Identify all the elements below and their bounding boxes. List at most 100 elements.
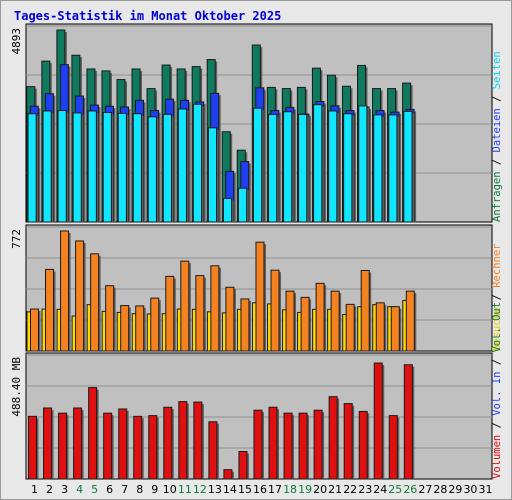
bar-sites-14 xyxy=(225,286,235,352)
bar-pages-13 xyxy=(207,127,218,223)
bar-sites-19 xyxy=(300,296,310,352)
bar-sites-26 xyxy=(405,290,415,352)
x-axis-labels: 1 2 3 4 5 6 7 8 9 10 11 12 13 14 15 16 17 18 19 20 21 22 23 24 2… xyxy=(31,483,492,496)
x-tick-label: 18 xyxy=(283,483,297,496)
x-tick-label: 30 xyxy=(463,483,477,496)
legend-separator: / xyxy=(491,152,503,171)
chart-title: Tages-Statistik im Monat Oktober 2025 xyxy=(14,9,281,23)
bar-kbytes-12 xyxy=(193,401,203,480)
bar-pages-25 xyxy=(388,114,398,223)
bar-sites-11 xyxy=(180,260,190,352)
legend-separator: / xyxy=(491,89,503,108)
bar-sites-7 xyxy=(120,305,130,352)
x-tick-label: 15 xyxy=(238,483,252,496)
x-tick-label: 31 xyxy=(478,483,492,496)
bar-kbytes-5 xyxy=(88,387,98,480)
panel-middle: 772 Besuche / Rechner xyxy=(10,224,503,352)
x-tick-label: 19 xyxy=(298,483,312,496)
bar-sites-4 xyxy=(75,240,85,352)
legend-separator: / xyxy=(491,288,503,307)
legend-item-dateien: Dateien xyxy=(491,108,503,152)
bar-pages-14 xyxy=(222,197,233,223)
bar-sites-15 xyxy=(240,298,250,352)
x-tick-label: 25 xyxy=(388,483,402,496)
bar-kbytes-21 xyxy=(328,396,338,480)
x-tick-label: 29 xyxy=(448,483,462,496)
chart-panels: 4893 Anfragen / Dateien / Seiten 772 Besuch… xyxy=(10,23,503,480)
bar-sites-3 xyxy=(60,230,70,352)
bar-pages-16 xyxy=(252,107,263,223)
y-max-label-top: 4893 xyxy=(10,28,23,55)
x-tick-label: 6 xyxy=(106,483,113,496)
x-tick-label: 20 xyxy=(313,483,327,496)
legend-middle: Besuche / Rechner xyxy=(491,244,503,352)
panel-top: 4893 Anfragen / Dateien / Seiten xyxy=(10,23,503,223)
x-tick-label: 5 xyxy=(91,483,98,496)
bar-kbytes-1 xyxy=(28,415,37,480)
bar-kbytes-3 xyxy=(58,412,68,480)
x-tick-label: 3 xyxy=(61,483,68,496)
legend-item-seiten: Seiten xyxy=(491,51,503,89)
bar-kbytes-25 xyxy=(388,415,398,480)
bar-kbytes-10 xyxy=(163,406,173,480)
legend-separator: / xyxy=(491,353,503,372)
bar-sites-2 xyxy=(45,268,55,352)
legend-top: Anfragen / Dateien / Seiten xyxy=(491,51,503,222)
bar-pages-20 xyxy=(313,104,323,223)
legend-separator: / xyxy=(491,416,503,435)
x-tick-label: 21 xyxy=(328,483,342,496)
x-tick-label: 4 xyxy=(76,483,83,496)
bar-pages-23 xyxy=(358,105,368,223)
bar-kbytes-2 xyxy=(43,407,53,480)
bar-sites-5 xyxy=(90,253,100,352)
bar-pages-22 xyxy=(343,113,353,223)
x-tick-label: 13 xyxy=(208,483,222,496)
bar-sites-16 xyxy=(255,241,265,352)
bar-pages-11 xyxy=(177,108,188,223)
bar-sites-17 xyxy=(270,269,280,352)
bar-kbytes-24 xyxy=(373,362,383,480)
x-tick-label: 2 xyxy=(46,483,53,496)
legend-item-vol-out: Vol. Out xyxy=(491,302,503,353)
bar-sites-1 xyxy=(30,308,39,352)
bar-sites-22 xyxy=(345,303,355,352)
bar-pages-12 xyxy=(192,103,203,223)
bar-pages-17 xyxy=(268,113,278,223)
bar-pages-5 xyxy=(87,110,97,223)
x-tick-label: 7 xyxy=(121,483,128,496)
legend-item-besuche: Besuche xyxy=(491,307,503,351)
bar-pages-6 xyxy=(102,112,112,223)
bar-pages-18 xyxy=(283,111,293,223)
legend-item-volumen: Volumen xyxy=(491,435,503,479)
x-tick-label: 23 xyxy=(358,483,372,496)
bar-kbytes-4 xyxy=(73,407,83,480)
x-tick-label: 11 xyxy=(178,483,192,496)
bar-kbytes-8 xyxy=(133,415,143,480)
x-tick-label: 8 xyxy=(136,483,143,496)
bar-sites-6 xyxy=(105,285,115,352)
bar-pages-24 xyxy=(373,114,383,223)
x-tick-label: 16 xyxy=(253,483,267,496)
bar-sites-18 xyxy=(285,290,295,352)
bar-pages-8 xyxy=(132,113,142,223)
bar-sites-12 xyxy=(195,275,205,352)
bar-pages-15 xyxy=(237,187,248,223)
x-tick-label: 28 xyxy=(433,483,447,496)
x-tick-label: 17 xyxy=(268,483,282,496)
bar-kbytes-7 xyxy=(118,408,128,480)
bar-kbytes-15 xyxy=(238,450,248,480)
legend-item-vol-in: Vol. In xyxy=(491,372,503,416)
x-tick-label: 9 xyxy=(151,483,158,496)
bar-pages-9 xyxy=(147,116,157,223)
x-tick-label: 22 xyxy=(343,483,357,496)
bar-sites-21 xyxy=(330,290,340,352)
bar-pages-26 xyxy=(403,110,413,223)
bar-pages-3 xyxy=(57,110,67,223)
bar-pages-1 xyxy=(27,113,37,223)
bar-sites-9 xyxy=(150,297,160,352)
bar-pages-4 xyxy=(72,112,82,223)
bar-kbytes-26 xyxy=(403,364,413,480)
bar-kbytes-9 xyxy=(148,415,158,480)
x-tick-label: 12 xyxy=(193,483,207,496)
